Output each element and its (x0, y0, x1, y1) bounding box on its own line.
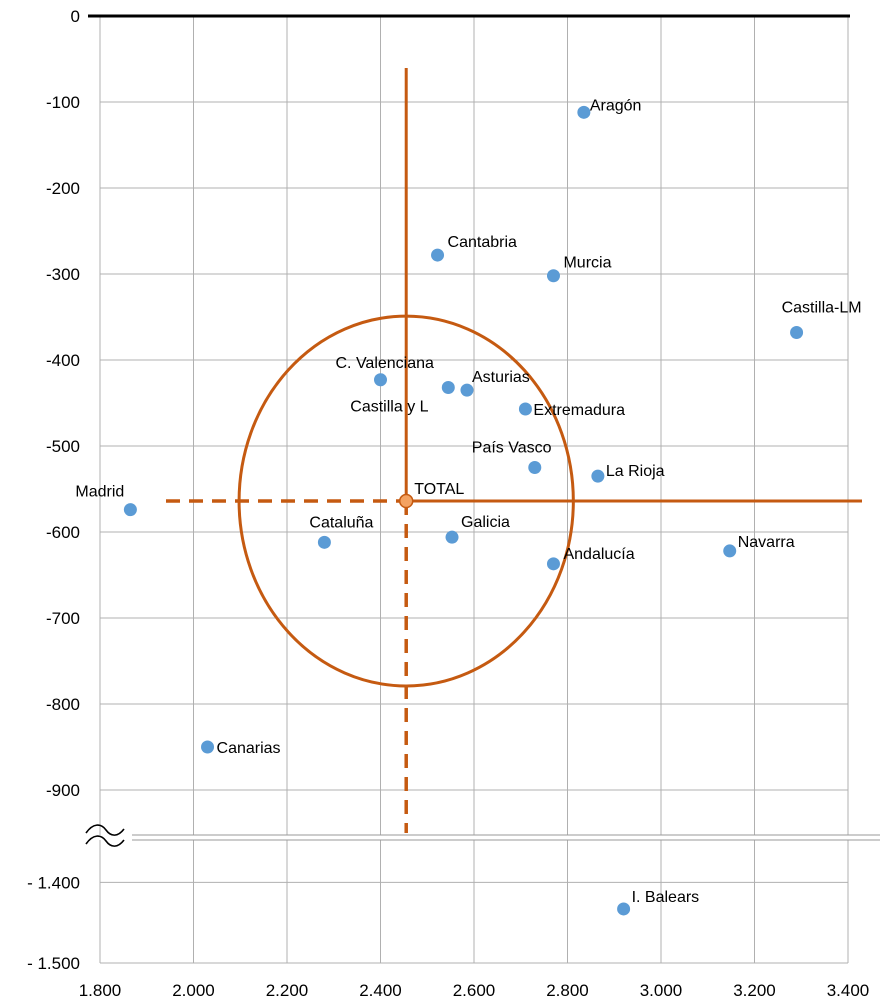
data-point (201, 740, 215, 754)
data-label: Galicia (461, 514, 510, 531)
data-label: Castilla y L (350, 399, 428, 416)
data-point (723, 544, 737, 558)
data-point (546, 557, 560, 571)
total-label: TOTAL (414, 481, 464, 498)
x-tick-label: 2.400 (359, 981, 402, 1000)
data-label: Aragón (590, 97, 642, 114)
data-point (546, 269, 560, 283)
y-tick-label: -900 (46, 781, 80, 800)
y-tick-label: - 1.500 (27, 954, 80, 973)
data-points (123, 105, 804, 916)
tick-labels: 1.800 2.000 2.200 2.400 2.600 2.800 3.000 3.200… (27, 7, 869, 1000)
reference-lines (166, 68, 862, 833)
data-label: Extremadura (533, 402, 625, 419)
data-label: Andalucía (563, 546, 634, 563)
axis-break-squiggle-top (85, 824, 125, 836)
data-point (374, 373, 387, 387)
grid-lines (99, 16, 849, 964)
data-label: Castilla-LM (782, 299, 862, 316)
data-label: I. Balears (632, 889, 700, 906)
data-point (123, 503, 137, 517)
data-label: Asturias (472, 369, 530, 386)
data-label: Madrid (75, 484, 124, 501)
data-label: Canarias (217, 740, 281, 757)
data-point (617, 902, 631, 916)
data-point (460, 383, 474, 397)
y-tick-label: -700 (46, 609, 80, 628)
data-label: Cantabria (448, 234, 517, 251)
axis-break-gap (98, 835, 883, 840)
y-tick-label: - 1.400 (27, 873, 80, 892)
data-point (431, 248, 445, 262)
x-tick-label: 3.200 (733, 981, 776, 1000)
data-point (591, 469, 605, 483)
y-tick-label: 0 (71, 7, 80, 26)
y-tick-label: -200 (46, 179, 80, 198)
data-point (317, 535, 331, 549)
axes (85, 14, 883, 847)
data-point (441, 381, 455, 395)
x-tick-label: 3.000 (640, 981, 683, 1000)
data-label: Navarra (738, 534, 795, 551)
y-tick-label: -500 (46, 437, 80, 456)
data-point (790, 325, 804, 339)
data-point (518, 402, 532, 416)
x-tick-label: 2.600 (453, 981, 496, 1000)
x-tick-label: 1.800 (79, 981, 122, 1000)
data-label: La Rioja (606, 463, 665, 480)
x-tick-label: 2.000 (172, 981, 215, 1000)
axis-break-squiggle-bottom (85, 835, 125, 847)
data-point (528, 461, 542, 474)
x-tick-label: 3.400 (827, 981, 870, 1000)
x-tick-label: 2.200 (266, 981, 309, 1000)
data-point (577, 105, 591, 119)
x-tick-label: 2.800 (546, 981, 589, 1000)
y-tick-label: -400 (46, 351, 80, 370)
data-point (445, 530, 459, 544)
data-label: Murcia (563, 255, 611, 272)
y-tick-label: -600 (46, 523, 80, 542)
y-tick-label: -100 (46, 93, 80, 112)
total-point (398, 493, 414, 509)
data-label: Cataluña (309, 514, 373, 531)
data-label: C. Valenciana (336, 355, 435, 372)
data-label: País Vasco (472, 440, 552, 457)
y-tick-label: -800 (46, 695, 80, 714)
data-labels: Aragón Cantabria Murcia Castilla-LM C. Valen… (75, 97, 861, 906)
y-tick-label: -300 (46, 265, 80, 284)
